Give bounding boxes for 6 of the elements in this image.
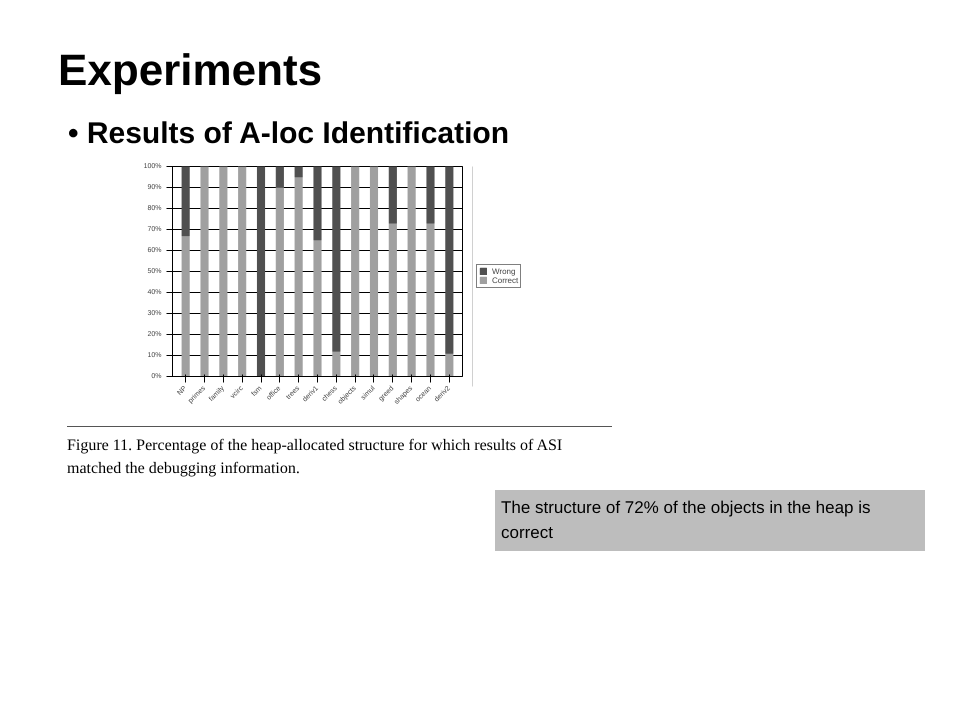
text: The structure of 72% of the objects in the heap is correct [501,497,872,544]
caption: Figure 11. Percentage of the heap-allocated structure for which results of ASI matched the debugging information. [67,436,564,479]
legend-label: Correct [492,276,518,285]
legend-label: Wrong [492,266,516,276]
chart-title: Experiments [58,45,322,97]
chart-subtitle: • Results of A-loc Identification [68,116,510,152]
